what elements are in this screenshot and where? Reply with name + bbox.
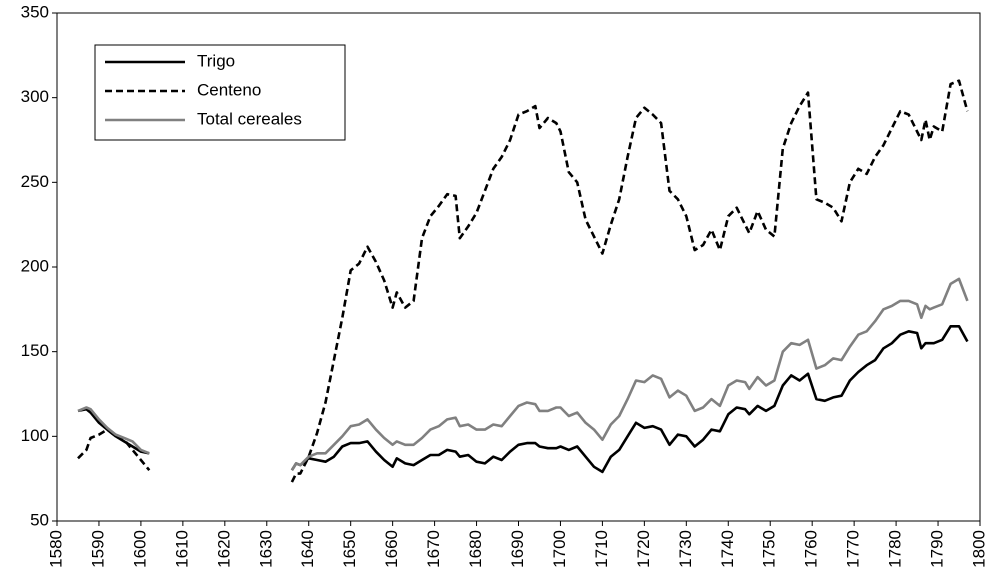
x-tick-label: 1710 (592, 530, 611, 568)
x-tick-label: 1740 (718, 530, 737, 568)
x-tick-label: 1630 (256, 530, 275, 568)
x-tick-label: 1620 (214, 530, 233, 568)
y-tick-label: 100 (21, 426, 49, 445)
y-tick-label: 300 (21, 87, 49, 106)
x-tick-label: 1690 (508, 530, 527, 568)
x-tick-label: 1640 (298, 530, 317, 568)
series-line (77, 277, 969, 471)
x-tick-label: 1700 (550, 530, 569, 568)
legend-label: Centeno (197, 80, 261, 99)
x-tick-label: 1650 (340, 530, 359, 568)
x-tick-label: 1580 (46, 530, 65, 568)
x-tick-label: 1680 (466, 530, 485, 568)
x-tick-label: 1760 (802, 530, 821, 568)
x-tick-label: 1610 (172, 530, 191, 568)
x-tick-label: 1600 (130, 530, 149, 568)
x-tick-label: 1660 (382, 530, 401, 568)
x-tick-label: 1800 (969, 530, 987, 568)
series-line (77, 325, 969, 474)
x-tick-label: 1770 (844, 530, 863, 568)
y-tick-label: 200 (21, 256, 49, 275)
x-tick-label: 1790 (928, 530, 947, 568)
y-tick-label: 50 (30, 510, 49, 529)
y-tick-label: 350 (21, 2, 49, 21)
x-tick-label: 1750 (760, 530, 779, 568)
legend-label: Total cereales (197, 109, 302, 128)
y-tick-label: 250 (21, 172, 49, 191)
legend-label: Trigo (197, 51, 235, 70)
x-tick-label: 1730 (676, 530, 695, 568)
x-tick-label: 1590 (88, 530, 107, 568)
x-tick-label: 1780 (886, 530, 905, 568)
x-tick-label: 1720 (634, 530, 653, 568)
series-line (77, 79, 969, 483)
x-tick-label: 1670 (424, 530, 443, 568)
y-tick-label: 150 (21, 341, 49, 360)
